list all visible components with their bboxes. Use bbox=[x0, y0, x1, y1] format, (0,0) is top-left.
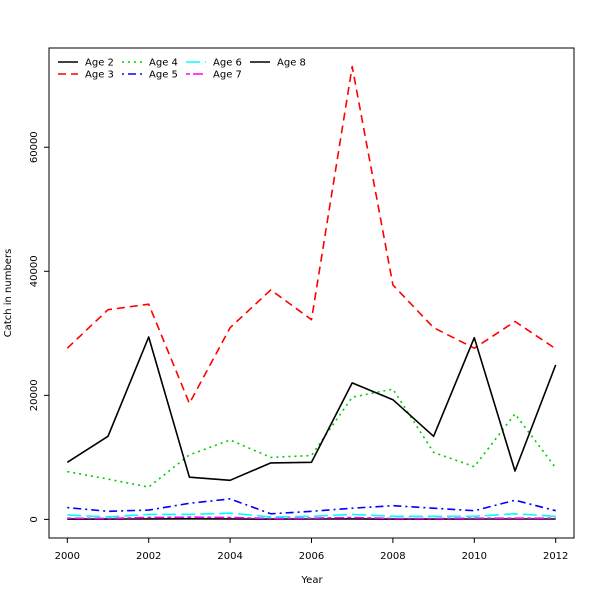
y-tick-label: 40000 bbox=[29, 255, 40, 287]
y-tick-label: 60000 bbox=[29, 131, 40, 163]
y-axis-title: Catch in numbers bbox=[3, 249, 14, 338]
series-line-age-5 bbox=[67, 498, 556, 515]
legend-label: Age 3 bbox=[85, 70, 114, 81]
x-tick-label: 2008 bbox=[380, 551, 405, 562]
legend-label: Age 8 bbox=[277, 58, 306, 69]
plot-frame bbox=[48, 47, 575, 539]
x-tick-label: 2012 bbox=[543, 551, 568, 562]
series-line-age-6 bbox=[67, 512, 556, 518]
series-layer bbox=[66, 65, 557, 520]
legend-label: Age 2 bbox=[85, 58, 114, 69]
legend-label: Age 5 bbox=[149, 70, 178, 81]
x-axis: 2000 2002 2004 2006 2008 2010 2012 bbox=[55, 538, 568, 562]
legend-label: Age 6 bbox=[213, 58, 242, 69]
x-axis-title: Year bbox=[300, 575, 323, 586]
y-tick-label: 0 bbox=[29, 516, 40, 522]
legend-label: Age 4 bbox=[149, 58, 178, 69]
x-tick-label: 2006 bbox=[299, 551, 324, 562]
series-line-age-4 bbox=[67, 388, 557, 488]
x-tick-label: 2004 bbox=[217, 551, 242, 562]
x-tick-label: 2002 bbox=[136, 551, 161, 562]
y-tick-label: 20000 bbox=[29, 379, 40, 411]
x-tick-label: 2010 bbox=[462, 551, 487, 562]
series-line-age-7 bbox=[67, 516, 556, 520]
series-line-age-2 bbox=[66, 336, 557, 482]
series-line-age-3 bbox=[66, 65, 557, 405]
x-tick-label: 2000 bbox=[55, 551, 80, 562]
y-axis: 0 20000 40000 60000 bbox=[29, 131, 49, 523]
legend-label: Age 7 bbox=[213, 70, 242, 81]
